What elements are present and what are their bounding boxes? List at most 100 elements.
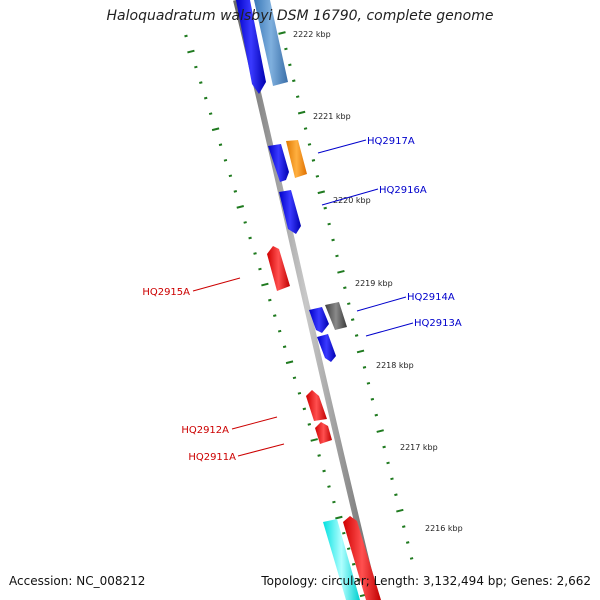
gene-red (267, 246, 290, 291)
tick-mark (317, 454, 321, 457)
leader-line (365, 322, 414, 337)
tick-mark (187, 49, 195, 54)
tick-mark (184, 34, 188, 38)
scale-tick-label: 2221 kbp (313, 112, 351, 121)
tick-mark (382, 445, 386, 449)
gene-gray (325, 302, 347, 330)
tick-mark (386, 461, 390, 465)
tick-mark (297, 110, 306, 115)
gene-label[interactable]: HQ2912A (181, 425, 229, 436)
scale-labels: 2222 kbp 2221 kbp 2220 kbp 2219 kbp 2218… (293, 30, 463, 533)
tick-mark (284, 47, 288, 51)
tick-mark (288, 63, 292, 67)
scale-tick-label: 2218 kbp (376, 361, 414, 370)
tick-mark (223, 158, 228, 162)
scale-tick-label: 2220 kbp (333, 196, 371, 205)
tick-mark (228, 174, 233, 178)
tick-mark (374, 413, 379, 417)
tick-mark (278, 31, 286, 35)
leader-line (237, 443, 285, 457)
map-title: Haloquadratum walsbyi DSM 16790, complet… (106, 8, 494, 24)
tick-mark (370, 397, 375, 401)
tick-mark (405, 541, 410, 544)
tick-mark (253, 252, 257, 255)
genome-summary-text: Topology: circular; Length: 3,132,494 bp… (261, 574, 591, 588)
tick-mark (317, 190, 326, 195)
gene-red (306, 390, 327, 421)
tick-mark (203, 96, 208, 100)
tick-mark (199, 81, 203, 84)
gene-labels: HQ2917A HQ2916A HQ2914A HQ2913A HQ2915A … (142, 136, 462, 463)
gene-blue (279, 190, 301, 234)
tick-mark (331, 238, 335, 242)
tick-mark (346, 547, 351, 551)
tick-mark (342, 531, 346, 535)
tick-mark (248, 236, 252, 240)
tick-mark (277, 329, 282, 333)
scale-tick-label: 2222 kbp (293, 30, 331, 39)
gene-label[interactable]: HQ2914A (407, 292, 455, 303)
leader-line (356, 296, 407, 312)
tick-mark (258, 267, 262, 271)
tick-mark (323, 206, 327, 210)
tick-mark (261, 282, 269, 287)
tick-mark (327, 485, 331, 488)
leader-line (231, 416, 278, 430)
inner-tick-track (278, 31, 414, 560)
leader-line (321, 188, 379, 206)
tick-mark (402, 525, 406, 528)
tick-mark (354, 334, 359, 337)
gene-label[interactable]: HQ2916A (379, 185, 427, 196)
tick-mark (218, 143, 223, 147)
tick-mark (350, 318, 355, 321)
tick-mark (282, 345, 287, 349)
tick-mark (273, 314, 277, 317)
tick-mark (343, 286, 347, 290)
tick-mark (233, 190, 238, 193)
gene-label[interactable]: HQ2917A (367, 136, 415, 147)
tick-mark (303, 127, 308, 130)
tick-mark (315, 174, 320, 178)
tick-mark (243, 221, 247, 224)
tick-mark (194, 65, 198, 69)
scale-tick-label: 2219 kbp (355, 279, 393, 288)
gene-steelblue (254, 0, 288, 86)
tick-mark (356, 349, 365, 354)
tick-mark (302, 407, 307, 411)
tick-mark (307, 423, 312, 426)
tick-mark (376, 429, 384, 433)
tick-mark (322, 469, 326, 473)
tick-mark (390, 477, 394, 481)
tick-mark (347, 302, 351, 306)
tick-mark (394, 493, 398, 497)
gene-label[interactable]: HQ2913A (414, 318, 462, 329)
tick-mark (295, 95, 300, 99)
gene-red (315, 422, 332, 444)
gene-blue (317, 334, 336, 362)
tick-mark (236, 205, 244, 209)
tick-mark (409, 557, 414, 560)
gene-red (343, 516, 381, 600)
gene-label[interactable]: HQ2911A (188, 452, 236, 463)
tick-mark (297, 391, 302, 395)
tick-mark (211, 127, 220, 132)
tick-mark (332, 500, 336, 504)
gene-blue (268, 144, 289, 182)
tick-mark (337, 269, 345, 274)
scale-tick-label: 2217 kbp (400, 443, 438, 452)
tick-mark (310, 438, 318, 442)
gene-cyan (323, 519, 360, 600)
gene-blue (309, 307, 329, 333)
tick-mark (335, 515, 343, 520)
tick-mark (356, 578, 361, 582)
tick-mark (285, 360, 294, 365)
tick-mark (335, 254, 339, 258)
tick-mark (366, 381, 371, 385)
scale-tick-label: 2216 kbp (425, 524, 463, 533)
tick-mark (396, 508, 404, 513)
gene-label[interactable]: HQ2915A (142, 287, 190, 298)
gene-features (236, 0, 381, 600)
tick-mark (268, 298, 272, 302)
tick-mark (307, 143, 312, 146)
